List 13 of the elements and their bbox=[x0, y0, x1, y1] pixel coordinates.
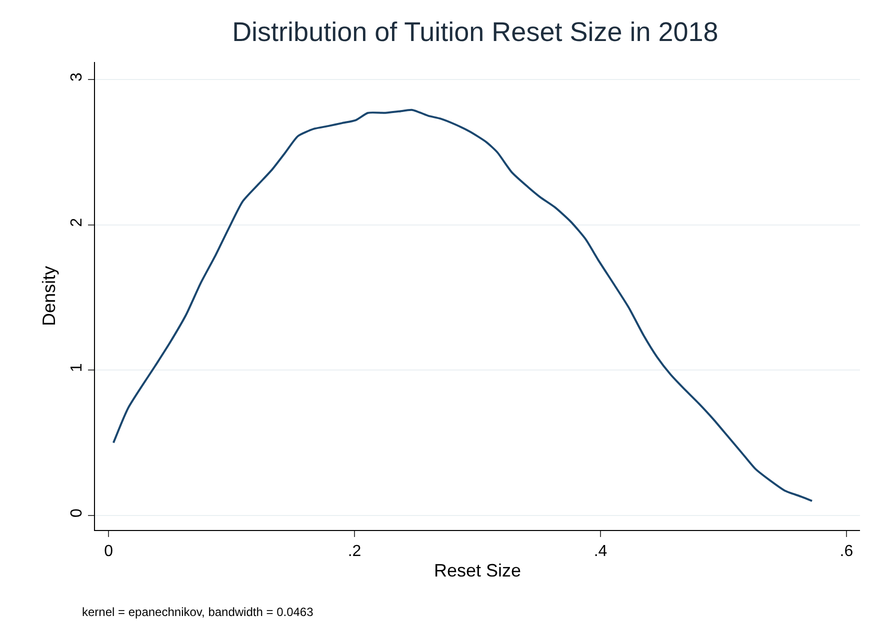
x-tick-label: .4 bbox=[594, 543, 608, 560]
y-tick-label: 0 bbox=[68, 508, 86, 518]
y-tick-label: 2 bbox=[68, 218, 86, 227]
y-tick-label: 1 bbox=[68, 363, 86, 372]
y-axis-title: Density bbox=[38, 266, 59, 326]
x-tick-label: .6 bbox=[840, 543, 854, 560]
x-tick-label: 0 bbox=[104, 543, 114, 560]
chart-title: Distribution of Tuition Reset Size in 2018 bbox=[232, 17, 718, 48]
y-tick-label: 3 bbox=[68, 72, 86, 82]
line-series bbox=[112, 108, 814, 502]
text: kernel = epanechnikov, bandwidth = 0.0463 bbox=[82, 605, 314, 619]
x-tick-label: .2 bbox=[348, 543, 362, 560]
x-axis-title: Reset Size bbox=[434, 560, 522, 580]
